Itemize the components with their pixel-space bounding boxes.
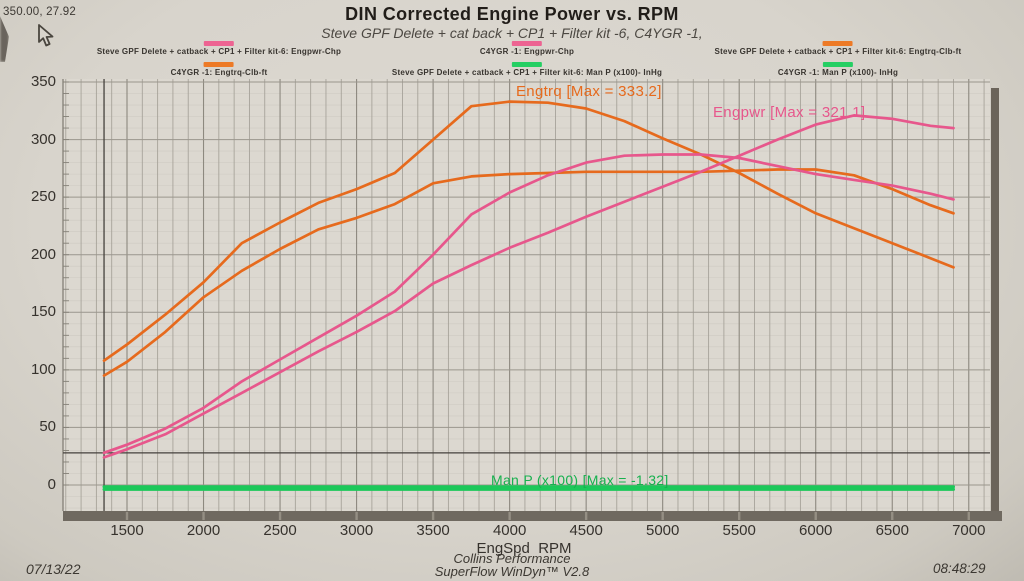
legend-entry-5[interactable]: C4YGR -1: Man P (x100)- InHg bbox=[778, 62, 898, 77]
x-tick-label-6500: 6500 bbox=[875, 522, 909, 539]
y-tick-label-250: 250 bbox=[30, 188, 56, 206]
curve-engtrq bbox=[102, 100, 955, 362]
mouse-cursor-icon bbox=[36, 24, 58, 53]
x-tick-label-2500: 2500 bbox=[263, 522, 297, 539]
legend-swatch-icon bbox=[823, 62, 853, 67]
legend-swatch-icon bbox=[203, 62, 234, 67]
legend-entry-label: Steve GPF Delete + catback + CP1 + Filte… bbox=[96, 47, 342, 56]
x-tick-label-5500: 5500 bbox=[722, 522, 756, 539]
curve-engpwr bbox=[102, 153, 955, 455]
legend-entry-label: C4YGR -1: Engtrq-Clb-ft bbox=[170, 68, 268, 77]
y-tick-label-0: 0 bbox=[47, 476, 56, 493]
legend-entry-1[interactable]: C4YGR -1: Engtrq-Clb-ft bbox=[171, 62, 268, 77]
legend-entry-label: C4YGR -1: Man P (x100)- InHg bbox=[777, 68, 899, 77]
y-tick-label-200: 200 bbox=[30, 245, 56, 263]
y-tick-label-150: 150 bbox=[30, 303, 56, 321]
x-tick-label-5000: 5000 bbox=[645, 522, 680, 539]
x-axis-tick-notch bbox=[661, 512, 664, 520]
x-tick-label-1500: 1500 bbox=[110, 522, 144, 539]
x-tick-label-3000: 3000 bbox=[339, 522, 374, 539]
x-axis-tick-notch bbox=[891, 512, 894, 520]
x-tick-label-4500: 4500 bbox=[569, 522, 603, 539]
curve-engtrq bbox=[102, 168, 955, 377]
x-axis-bar[interactable] bbox=[63, 511, 1002, 521]
x-axis-tick-notch bbox=[125, 512, 129, 520]
x-axis-tick-notch bbox=[508, 512, 511, 520]
legend-entry-0[interactable]: Steve GPF Delete + catback + CP1 + Filte… bbox=[97, 41, 341, 56]
legend-entry-4[interactable]: Steve GPF Delete + catback + CP1 + Filte… bbox=[715, 41, 962, 56]
y-tick-label-100: 100 bbox=[30, 360, 56, 378]
legend-entry-label: Steve GPF Delete + catback + CP1 + Filte… bbox=[714, 47, 962, 56]
legend-entry-label: Steve GPF Delete + catback + CP1 + Filte… bbox=[391, 68, 663, 77]
legend-swatch-icon bbox=[512, 41, 542, 46]
x-tick-label-3500: 3500 bbox=[416, 522, 450, 539]
engtrq-max-annotation: Engtrq [Max = 333.2] bbox=[516, 83, 662, 100]
chart-title: DIN Corrected Engine Power vs. RPM bbox=[345, 4, 679, 24]
shop-name: Collins Performance bbox=[453, 551, 571, 566]
chart-subtitle: Steve GPF Delete + cat back + CP1 + Filt… bbox=[321, 25, 703, 41]
y-tick-label-300: 300 bbox=[30, 130, 56, 148]
x-axis-tick-notch bbox=[278, 512, 282, 520]
x-axis-title: EngSpd RPM bbox=[476, 540, 572, 557]
engpwr-max-annotation: Engpwr [Max = 321.1] bbox=[713, 104, 866, 121]
y-tick-label-50: 50 bbox=[39, 418, 56, 436]
x-tick-label-2000: 2000 bbox=[186, 522, 221, 539]
time-stamp: 08:48:29 bbox=[933, 561, 986, 576]
x-tick-label-6000: 6000 bbox=[799, 522, 833, 539]
x-tick-label-7000: 7000 bbox=[952, 522, 986, 539]
y-tick-label-350: 350 bbox=[30, 72, 56, 90]
legend-swatch-icon bbox=[204, 41, 234, 46]
x-axis-tick-notch bbox=[431, 512, 435, 520]
software-version: SuperFlow WinDyn™ V2.8 bbox=[434, 564, 590, 579]
curve-engpwr bbox=[102, 114, 955, 459]
x-axis-tick-notch bbox=[584, 512, 588, 520]
manp-max-annotation: Man P (x100) [Max = -1.32] bbox=[491, 472, 669, 488]
legend-swatch-icon bbox=[512, 62, 542, 67]
plot-right-shadow bbox=[991, 88, 999, 521]
date-stamp: 07/13/22 bbox=[26, 561, 81, 577]
x-axis-tick-notch bbox=[814, 512, 817, 520]
cursor-position-readout: 350.00, 27.92 bbox=[3, 6, 76, 18]
x-axis-tick-notch bbox=[355, 512, 358, 520]
x-axis-tick-notch bbox=[202, 512, 205, 520]
plot-background bbox=[63, 79, 990, 511]
x-tick-label-4000: 4000 bbox=[492, 522, 527, 539]
x-axis-tick-notch bbox=[738, 512, 741, 520]
photo-corner-shadow bbox=[0, 16, 9, 62]
legend-entry-3[interactable]: Steve GPF Delete + catback + CP1 + Filte… bbox=[392, 62, 662, 77]
legend-entry-2[interactable]: C4YGR -1: Engpwr-Chp bbox=[480, 41, 574, 56]
legend-entry-label: C4YGR -1: Engpwr-Chp bbox=[479, 47, 575, 56]
legend-swatch-icon bbox=[823, 41, 853, 46]
x-axis-tick-notch bbox=[967, 512, 970, 520]
